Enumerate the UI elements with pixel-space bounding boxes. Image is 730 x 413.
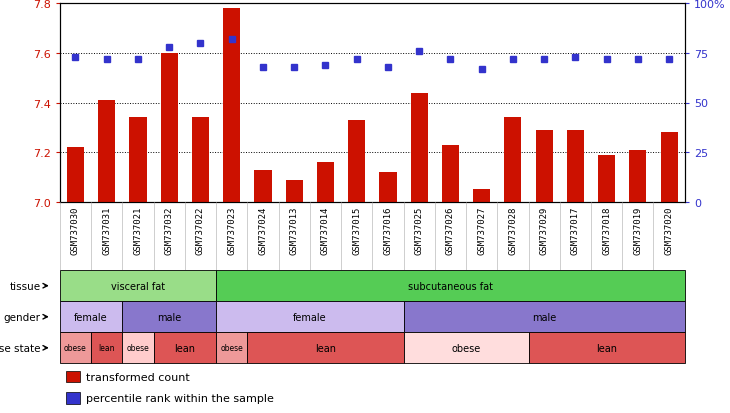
Bar (285, 180, 303, 202)
Text: GSM737018: GSM737018 (602, 206, 611, 254)
Text: lean: lean (596, 343, 617, 353)
Bar (529, 332, 685, 363)
Text: percentile rank within the sample: percentile rank within the sample (86, 393, 274, 403)
Text: GSM737031: GSM737031 (102, 206, 111, 254)
Text: lean: lean (174, 343, 196, 353)
Bar (60, 332, 91, 363)
Bar (410, 93, 428, 202)
Text: GSM737026: GSM737026 (446, 206, 455, 254)
Text: tissue: tissue (9, 281, 40, 291)
Text: transformed count: transformed count (86, 372, 190, 382)
Bar (66, 371, 80, 382)
Bar (91, 332, 123, 363)
Bar (661, 133, 677, 202)
Bar (153, 332, 216, 363)
Bar (66, 392, 80, 404)
Text: obese: obese (451, 343, 480, 353)
Bar (404, 332, 529, 363)
Text: GSM737028: GSM737028 (508, 206, 518, 254)
Text: GSM737022: GSM737022 (196, 206, 205, 254)
Bar (216, 271, 685, 301)
Bar (348, 121, 365, 202)
Text: GSM737016: GSM737016 (383, 206, 393, 254)
Text: GSM737024: GSM737024 (258, 206, 267, 254)
Text: obese: obese (220, 344, 243, 352)
Text: male: male (532, 312, 556, 322)
Bar (247, 332, 404, 363)
Text: GSM737021: GSM737021 (134, 206, 142, 254)
Text: obese: obese (64, 344, 87, 352)
Bar (60, 301, 123, 332)
Text: GSM737020: GSM737020 (664, 206, 674, 254)
Bar (192, 118, 209, 202)
Text: GSM737019: GSM737019 (634, 206, 642, 254)
Bar (504, 118, 521, 202)
Text: GSM737015: GSM737015 (352, 206, 361, 254)
Text: male: male (157, 312, 181, 322)
Text: GSM737030: GSM737030 (71, 206, 80, 254)
Text: subcutaneous fat: subcutaneous fat (408, 281, 493, 291)
Text: visceral fat: visceral fat (111, 281, 165, 291)
Text: GSM737032: GSM737032 (165, 206, 174, 254)
Bar (404, 301, 685, 332)
Text: GSM737014: GSM737014 (321, 206, 330, 254)
Bar (216, 332, 247, 363)
Text: GSM737029: GSM737029 (539, 206, 549, 254)
Bar (123, 332, 153, 363)
Bar (629, 150, 647, 202)
Bar (566, 131, 584, 202)
Text: GSM737023: GSM737023 (227, 206, 237, 254)
Text: lean: lean (315, 343, 336, 353)
Bar (161, 54, 178, 202)
Bar (123, 301, 216, 332)
Text: GSM737013: GSM737013 (290, 206, 299, 254)
Bar (380, 173, 396, 202)
Text: GSM737017: GSM737017 (571, 206, 580, 254)
Bar (536, 131, 553, 202)
Text: GSM737025: GSM737025 (415, 206, 423, 254)
Bar (223, 9, 240, 202)
Text: obese: obese (126, 344, 150, 352)
Text: disease state: disease state (0, 343, 40, 353)
Bar (317, 163, 334, 202)
Bar (67, 148, 84, 202)
Text: gender: gender (4, 312, 40, 322)
Bar (473, 190, 491, 202)
Bar (129, 118, 147, 202)
Bar (598, 155, 615, 202)
Text: lean: lean (99, 344, 115, 352)
Bar (442, 145, 459, 202)
Text: female: female (293, 312, 326, 322)
Text: female: female (74, 312, 108, 322)
Bar (216, 301, 404, 332)
Bar (98, 101, 115, 202)
Text: GSM737027: GSM737027 (477, 206, 486, 254)
Bar (254, 170, 272, 202)
Bar (60, 271, 216, 301)
